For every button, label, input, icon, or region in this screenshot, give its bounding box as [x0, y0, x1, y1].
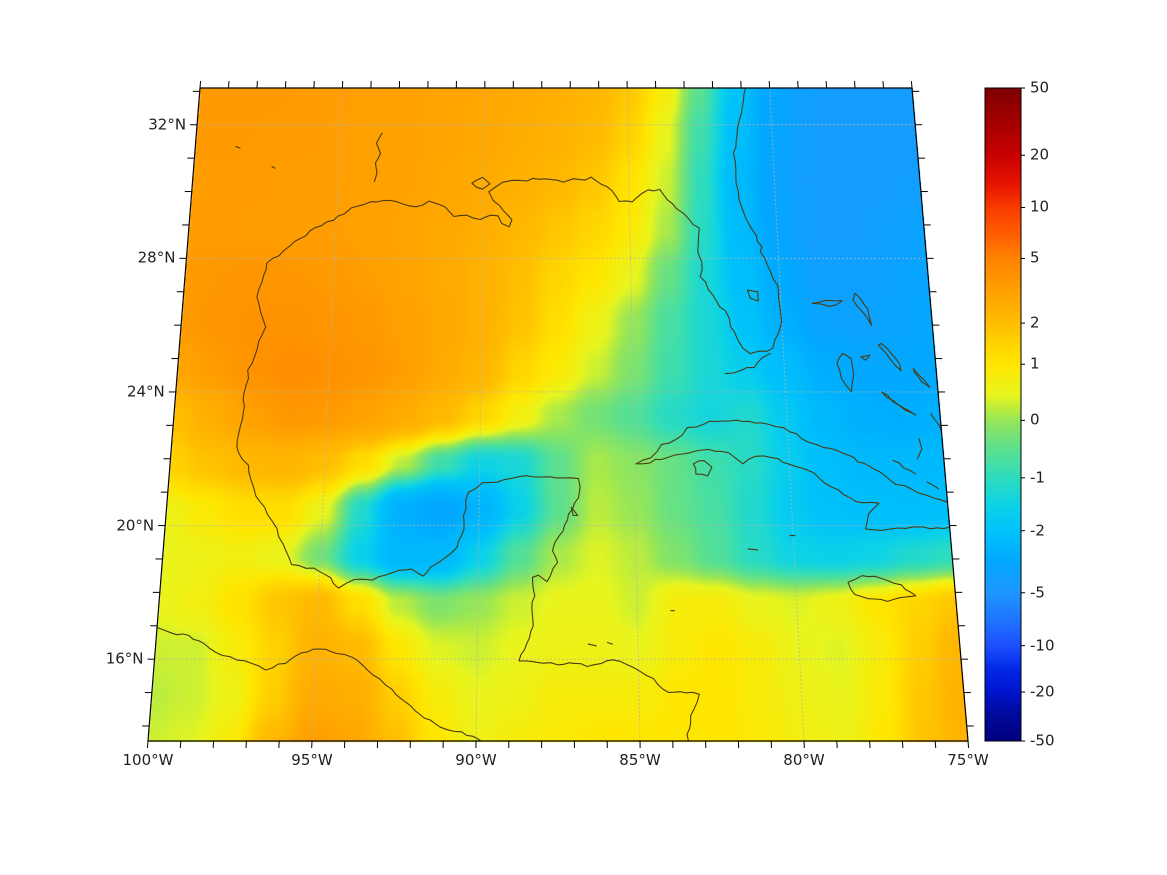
- coastline-jamaica: [847, 575, 917, 602]
- coastline-texas-lake-1: [235, 145, 241, 149]
- y-tick-label: 24°N: [126, 382, 165, 401]
- colorbar-tick-label: 2: [1030, 313, 1040, 332]
- y-tick-label: 20°N: [116, 516, 155, 535]
- coastline-ne-cuba-cays-2: [926, 481, 940, 490]
- colorbar-tick-label: -2: [1030, 521, 1045, 540]
- x-tick-label: 80°W: [783, 751, 825, 769]
- coastline-cuba-south: [635, 448, 951, 531]
- y-tick-label: 32°N: [148, 115, 187, 134]
- coastline-guanaja: [606, 641, 613, 645]
- coastline-cozumel: [570, 506, 579, 517]
- x-tick-label: 90°W: [455, 751, 497, 769]
- coastline-texas-lake-2: [271, 165, 276, 169]
- colorbar-tick-label: -5: [1030, 583, 1045, 602]
- y-tick-label: 28°N: [137, 248, 176, 267]
- coastline-cuba-north: [635, 419, 949, 503]
- colorbar-tick-label: 5: [1030, 248, 1040, 267]
- coastline-eleuthera: [877, 342, 902, 372]
- coastline-long-island: [930, 413, 942, 431]
- colorbar-tick-label: -50: [1030, 731, 1055, 750]
- x-tick-label: 75°W: [947, 751, 989, 769]
- coastline-isla-juventud: [692, 460, 713, 477]
- coastline-pacific-coast: [156, 626, 490, 741]
- coastline-lake-pontchartrain: [471, 176, 491, 190]
- x-tick-label: 100°W: [122, 751, 174, 769]
- coastline-toledo-bend: [373, 132, 383, 183]
- coastline-lake-okeechobee: [746, 289, 759, 302]
- coastline-florida-keys: [724, 352, 771, 375]
- coastline-exuma-chain: [881, 391, 917, 416]
- colorbar-tick-label: -10: [1030, 636, 1055, 655]
- x-tick-label: 85°W: [619, 751, 661, 769]
- coastline-andros: [836, 352, 855, 393]
- coastline-ragged-cays: [916, 438, 923, 460]
- colorbar-tick-label: 50: [1030, 78, 1050, 97]
- colorbar-tick-label: 1: [1030, 354, 1040, 373]
- coastline-grand-cayman: [747, 548, 759, 551]
- coastline-ne-cuba-cays: [892, 459, 917, 475]
- colorbar-tick-label: -20: [1030, 682, 1055, 701]
- coastline-cat-island: [912, 368, 931, 388]
- coastline-north-america-gulf-coast: [236, 88, 783, 741]
- x-tick-label: 95°W: [291, 751, 333, 769]
- colorbar-tick-label: 20: [1030, 145, 1050, 164]
- colorbar-tick-label: 10: [1030, 197, 1050, 216]
- coastline-abaco: [852, 292, 873, 327]
- coastline-new-providence: [860, 354, 871, 361]
- coastline-grand-bahama: [811, 299, 843, 307]
- colorbar-tick-label: -1: [1030, 468, 1045, 487]
- y-tick-label: 16°N: [105, 649, 144, 668]
- coastline-roatan: [587, 643, 597, 647]
- colorbar-tick-label: 0: [1030, 410, 1040, 429]
